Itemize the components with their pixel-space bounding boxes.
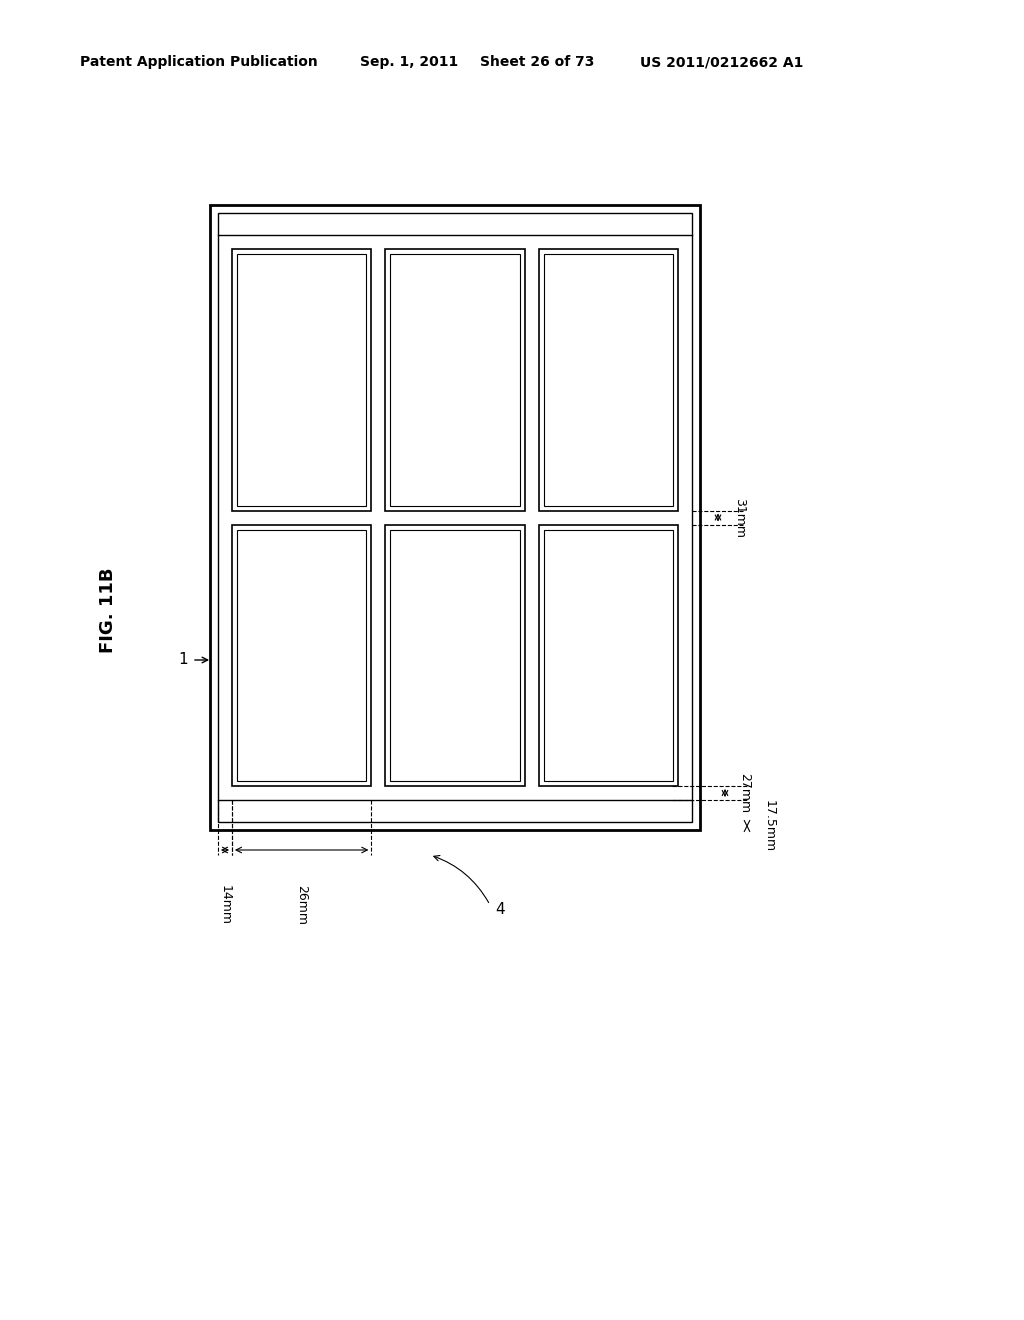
Text: 17.5mm: 17.5mm [763,800,775,853]
Text: 26mm: 26mm [295,884,308,925]
Text: Sheet 26 of 73: Sheet 26 of 73 [480,55,594,69]
Bar [539,249,678,511]
Bar [232,249,372,511]
Bar [544,529,673,781]
Bar [210,205,700,830]
Bar [232,524,372,785]
Text: FIG. 11B: FIG. 11B [99,568,117,653]
Bar [218,213,692,822]
Bar [385,249,524,511]
Bar [237,253,367,506]
Text: US 2011/0212662 A1: US 2011/0212662 A1 [640,55,804,69]
Bar [385,524,524,785]
Text: 31mm: 31mm [733,498,746,537]
Text: Patent Application Publication: Patent Application Publication [80,55,317,69]
Text: 14mm: 14mm [218,884,231,925]
Text: Sep. 1, 2011: Sep. 1, 2011 [360,55,459,69]
Bar [390,529,519,781]
Bar [237,529,367,781]
Bar [544,253,673,506]
Bar [390,253,519,506]
Text: 1: 1 [178,652,188,668]
Text: 4: 4 [496,903,505,917]
Text: 27mm: 27mm [738,774,752,813]
Bar [539,524,678,785]
